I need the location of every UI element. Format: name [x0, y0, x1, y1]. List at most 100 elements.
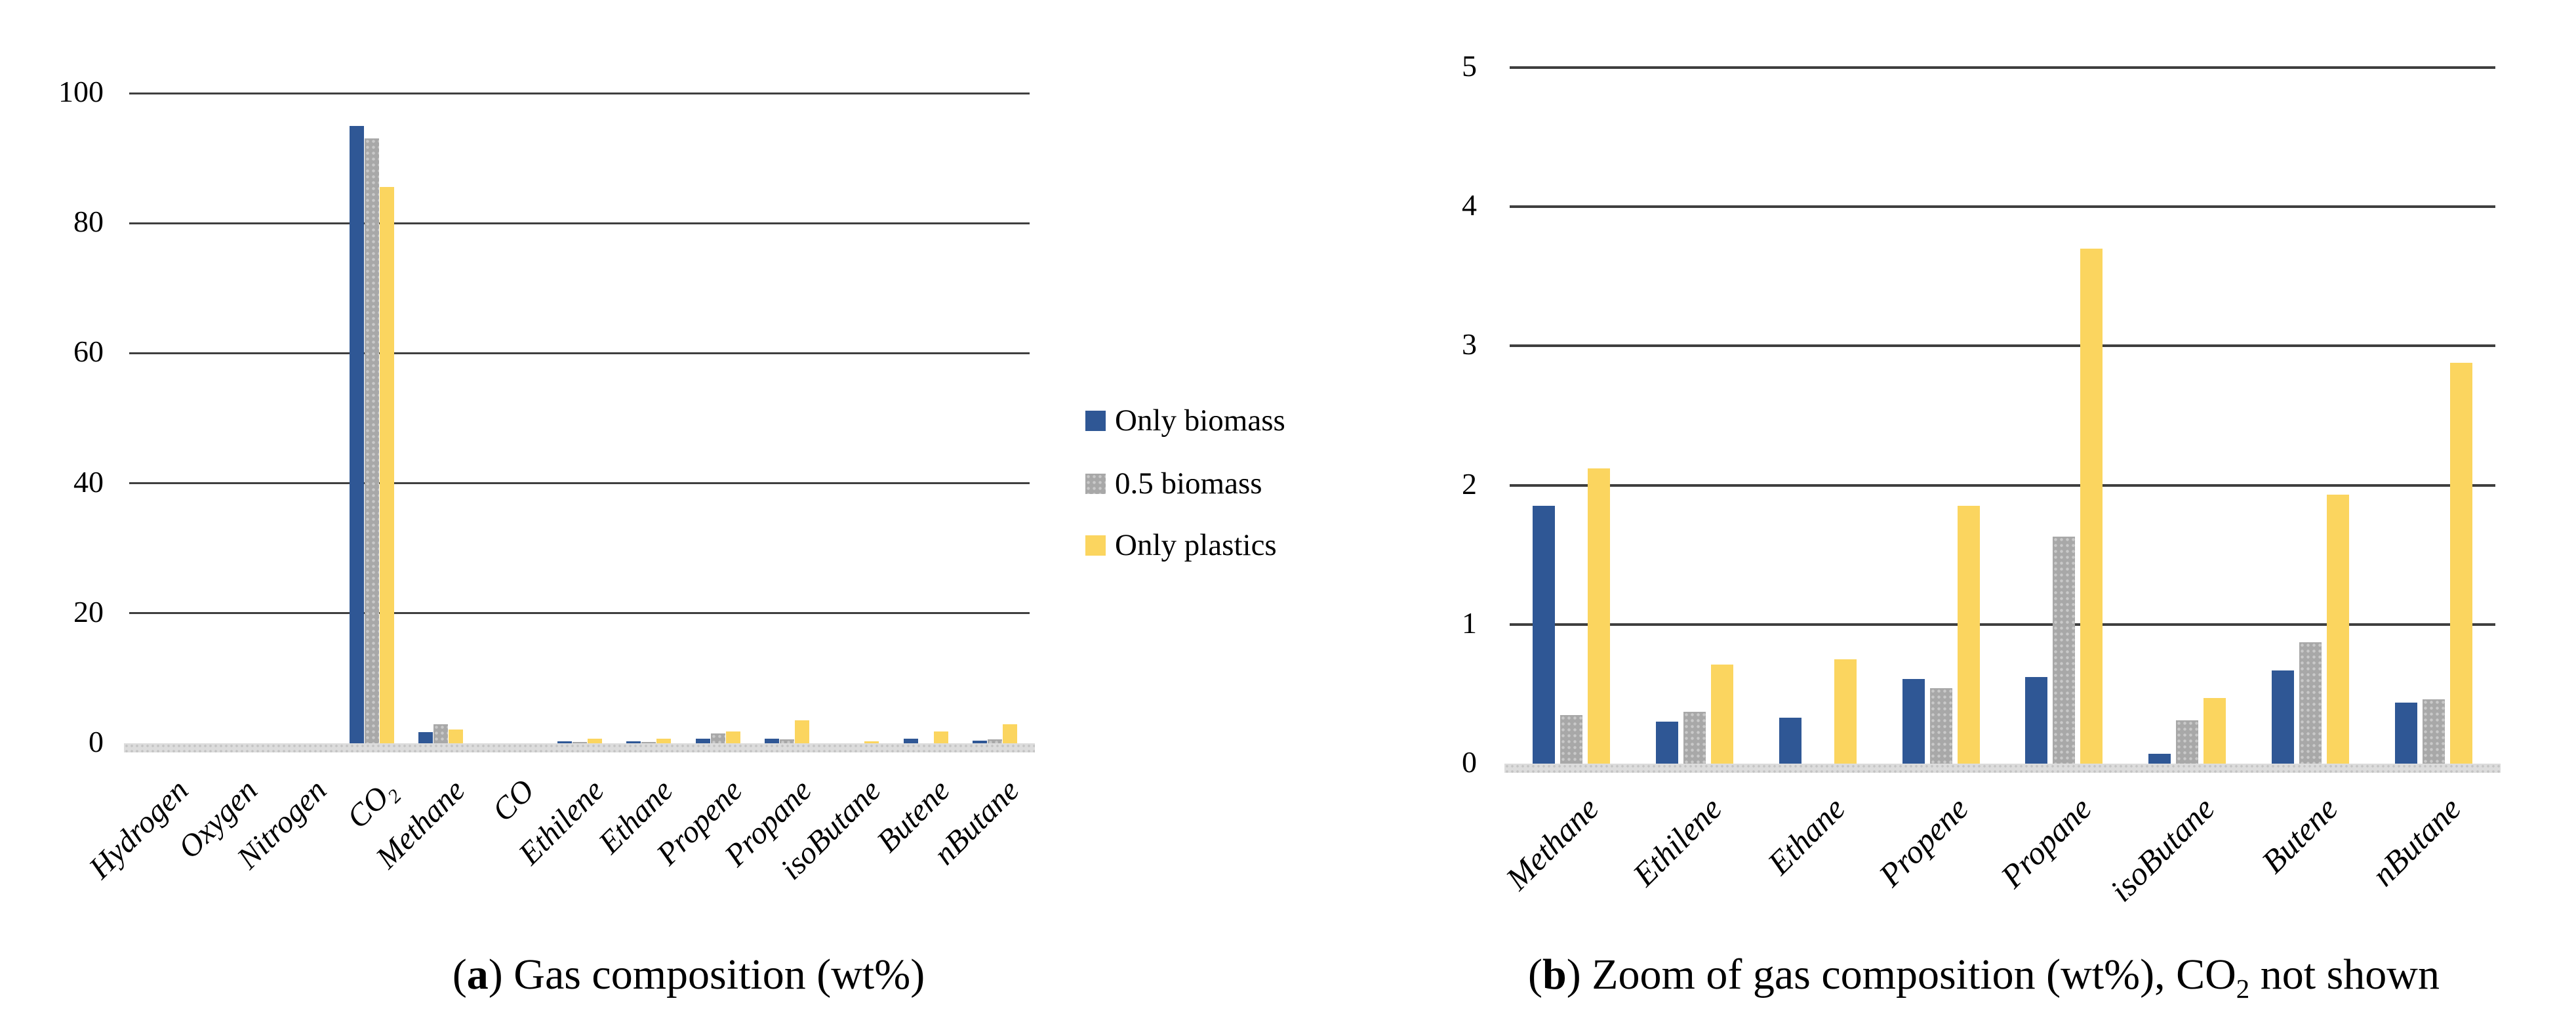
- x-axis-category-label: Butene: [2254, 789, 2345, 880]
- y-axis-tick-label: 0: [89, 725, 104, 759]
- y-axis-tick-label: 100: [58, 75, 104, 109]
- bar-only-plastics: [1957, 506, 1980, 764]
- bar-only-biomass: [695, 739, 710, 743]
- x-axis-category-label: Ethane: [1760, 789, 1853, 882]
- y-axis-tick-label: 2: [1462, 466, 1477, 501]
- bar-0-5-biomass: [2299, 642, 2322, 764]
- x-axis-category-label: isoButane: [2103, 789, 2222, 909]
- gridline: [1510, 623, 2495, 626]
- gridline: [1510, 66, 2495, 69]
- x-axis-category-label: CO2: [340, 779, 406, 836]
- bar-0-5-biomass: [1929, 688, 1952, 764]
- bar-0-5-biomass: [641, 741, 656, 743]
- gridline: [1510, 344, 2495, 348]
- gridline: [1510, 205, 2495, 209]
- bar-0-5-biomass: [2423, 699, 2445, 764]
- caption-a: (a) Gas composition (wt%): [453, 950, 925, 1000]
- bar-only-plastics: [1834, 659, 1857, 764]
- bar-only-biomass: [418, 732, 433, 743]
- gridline: [129, 482, 1030, 485]
- x-axis-category-label: Propene: [1871, 789, 1976, 894]
- bar-only-biomass: [2395, 702, 2418, 764]
- bar-0-5-biomass: [2053, 537, 2076, 764]
- bar-only-biomass: [349, 125, 364, 743]
- legend-swatch-half-biomass: [1085, 473, 1106, 494]
- caption-b-letter: b: [1542, 951, 1567, 998]
- bar-only-biomass: [973, 741, 988, 743]
- bar-only-biomass: [1902, 678, 1925, 764]
- x-axis-category-label: nButane: [2365, 789, 2468, 894]
- bar-only-plastics: [379, 186, 394, 743]
- bar-0-5-biomass: [780, 739, 795, 743]
- y-axis-tick-label: 60: [73, 335, 104, 369]
- bar-0-5-biomass: [710, 733, 725, 743]
- legend-label: Only plastics: [1115, 527, 1277, 562]
- y-axis-tick-label: 40: [73, 464, 104, 499]
- x-axis-category-label: Propane: [1993, 789, 2099, 895]
- caption-b-text: ) Zoom of gas composition (wt%), CO2 not…: [1566, 951, 2440, 1004]
- caption-a-paren: (: [452, 951, 467, 998]
- bar-only-plastics: [2080, 248, 2103, 764]
- gridline: [129, 352, 1030, 354]
- gridline: [1510, 483, 2495, 487]
- x-axis-category-label: Methane: [1499, 789, 1606, 897]
- bar-only-plastics: [725, 731, 740, 743]
- legend-item: 0.5 biomass: [1085, 467, 1262, 500]
- legend-item: Only biomass: [1085, 404, 1285, 437]
- bar-only-plastics: [1587, 468, 1610, 764]
- bar-only-biomass: [2272, 670, 2295, 764]
- bar-only-plastics: [587, 738, 602, 743]
- bar-only-biomass: [626, 741, 641, 743]
- x-axis-line: [124, 743, 1035, 752]
- bar-0-5-biomass: [572, 741, 587, 743]
- bar-only-biomass: [2025, 677, 2048, 764]
- bar-only-biomass: [1655, 722, 1678, 764]
- bar-only-plastics: [1003, 724, 1018, 743]
- bar-0-5-biomass: [433, 724, 449, 743]
- legend-label: Only biomass: [1115, 403, 1285, 438]
- bar-only-biomass: [2148, 754, 2171, 764]
- bar-only-plastics: [1710, 665, 1733, 764]
- bar-only-plastics: [2327, 495, 2350, 764]
- bar-only-biomass: [1779, 717, 1801, 764]
- y-axis-tick-label: 20: [73, 594, 104, 628]
- bar-0-5-biomass: [2176, 720, 2199, 764]
- y-axis-tick-label: 80: [73, 205, 104, 239]
- bar-only-plastics: [449, 730, 464, 743]
- legend-label: 0.5 biomass: [1115, 466, 1262, 501]
- bar-0-5-biomass: [1560, 714, 1582, 764]
- legend-item: Only plastics: [1085, 529, 1277, 562]
- y-axis-tick-label: 4: [1462, 188, 1477, 222]
- caption-a-text: ) Gas composition (wt%): [488, 951, 925, 998]
- legend-swatch-only-plastics: [1085, 535, 1106, 556]
- x-axis-category-label: Ethilene: [1625, 789, 1729, 894]
- legend-swatch-only-biomass: [1085, 410, 1106, 431]
- bar-only-biomass: [903, 738, 918, 743]
- bar-only-biomass: [557, 741, 572, 743]
- caption-a-letter: a: [466, 951, 489, 998]
- y-axis-tick-label: 0: [1462, 745, 1477, 779]
- bar-0-5-biomass: [364, 138, 379, 743]
- bar-only-plastics: [2450, 362, 2473, 764]
- bar-only-plastics: [2204, 698, 2226, 764]
- x-axis-line: [1504, 764, 2501, 773]
- gridline: [129, 92, 1030, 94]
- gridline: [129, 222, 1030, 224]
- y-axis-tick-label: 5: [1462, 49, 1477, 83]
- bar-only-biomass: [1532, 506, 1555, 764]
- x-axis-category-label: CO: [485, 772, 542, 829]
- bar-only-plastics: [656, 738, 672, 743]
- caption-b-paren: (: [1528, 951, 1543, 998]
- x-axis-category-label: Hydrogen: [82, 772, 195, 886]
- gridline: [129, 612, 1030, 615]
- y-axis-tick-label: 3: [1462, 327, 1477, 361]
- bar-0-5-biomass: [988, 739, 1003, 743]
- bar-0-5-biomass: [1683, 712, 1706, 764]
- bar-only-plastics: [795, 720, 810, 743]
- bar-only-plastics: [933, 731, 948, 743]
- caption-b: (b) Zoom of gas composition (wt%), CO2 n…: [1528, 950, 2440, 1004]
- y-axis-tick-label: 1: [1462, 606, 1477, 640]
- bar-only-plastics: [864, 741, 879, 743]
- bar-only-biomass: [765, 738, 780, 743]
